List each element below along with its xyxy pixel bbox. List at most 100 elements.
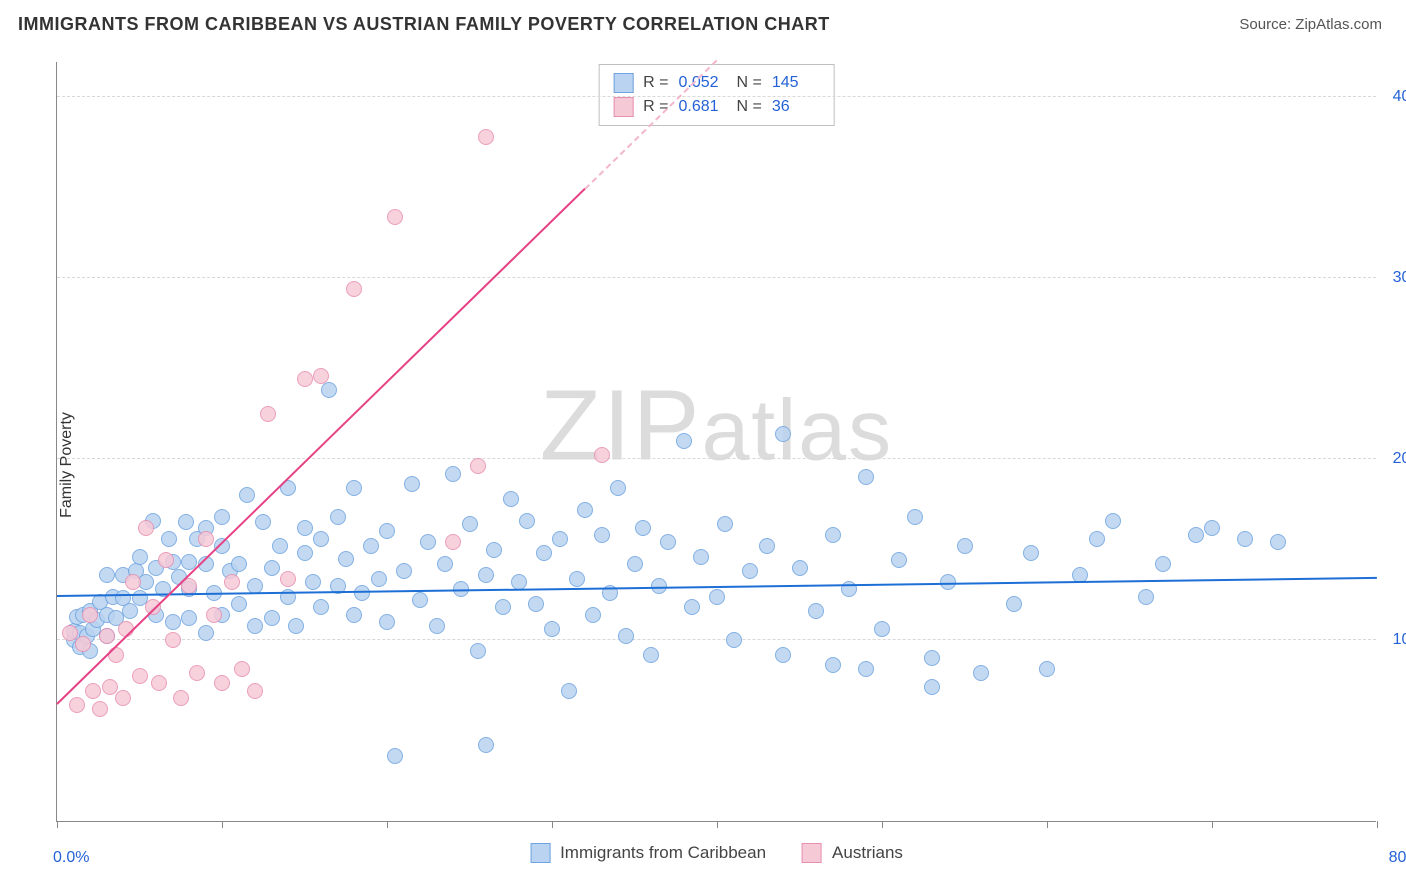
n-label-0: N =: [737, 74, 762, 92]
n-value-1: 36: [772, 98, 820, 116]
scatter-point: [858, 661, 874, 677]
stats-row-series-0: R = 0.052 N = 145: [613, 71, 820, 95]
scatter-point: [264, 560, 280, 576]
x-tick: [1212, 821, 1213, 828]
scatter-point: [247, 618, 263, 634]
scatter-point: [528, 596, 544, 612]
scatter-point: [585, 607, 601, 623]
scatter-point: [404, 476, 420, 492]
scatter-point: [280, 571, 296, 587]
scatter-point: [206, 607, 222, 623]
scatter-point: [297, 545, 313, 561]
scatter-point: [92, 701, 108, 717]
scatter-point: [379, 523, 395, 539]
scatter-point: [69, 697, 85, 713]
scatter-point: [676, 433, 692, 449]
scatter-point: [775, 426, 791, 442]
x-tick-label-min: 0.0%: [53, 849, 89, 867]
scatter-point: [379, 614, 395, 630]
scatter-point: [132, 668, 148, 684]
scatter-point: [181, 610, 197, 626]
scatter-point: [470, 643, 486, 659]
scatter-point: [297, 520, 313, 536]
scatter-point: [1188, 527, 1204, 543]
scatter-point: [1155, 556, 1171, 572]
scatter-point: [189, 665, 205, 681]
scatter-point: [445, 534, 461, 550]
scatter-point: [346, 607, 362, 623]
r-label-0: R =: [643, 74, 668, 92]
scatter-point: [660, 534, 676, 550]
scatter-point: [165, 632, 181, 648]
scatter-point: [231, 556, 247, 572]
scatter-point: [178, 514, 194, 530]
scatter-point: [684, 599, 700, 615]
scatter-point: [138, 520, 154, 536]
n-value-0: 145: [772, 74, 820, 92]
scatter-point: [75, 636, 91, 652]
gridline-h: [57, 639, 1376, 640]
chart-container: Family Poverty ZIPatlas R = 0.052 N = 14…: [18, 50, 1388, 880]
scatter-point: [158, 552, 174, 568]
scatter-point: [503, 491, 519, 507]
scatter-point: [470, 458, 486, 474]
scatter-point: [132, 549, 148, 565]
scatter-point: [825, 527, 841, 543]
scatter-point: [85, 683, 101, 699]
x-tick: [387, 821, 388, 828]
scatter-point: [478, 737, 494, 753]
scatter-point: [957, 538, 973, 554]
scatter-point: [594, 447, 610, 463]
scatter-point: [255, 514, 271, 530]
scatter-point: [321, 382, 337, 398]
scatter-point: [99, 628, 115, 644]
scatter-point: [775, 647, 791, 663]
scatter-point: [808, 603, 824, 619]
scatter-point: [151, 675, 167, 691]
n-label-1: N =: [737, 98, 762, 116]
scatter-point: [264, 610, 280, 626]
scatter-point: [363, 538, 379, 554]
scatter-point: [759, 538, 775, 554]
stats-legend: R = 0.052 N = 145 R = 0.681 N = 36: [598, 64, 835, 126]
scatter-point: [874, 621, 890, 637]
chart-source: Source: ZipAtlas.com: [1239, 16, 1382, 33]
scatter-point: [792, 560, 808, 576]
scatter-point: [519, 513, 535, 529]
scatter-point: [247, 683, 263, 699]
scatter-point: [234, 661, 250, 677]
scatter-point: [552, 531, 568, 547]
scatter-point: [161, 531, 177, 547]
watermark-suffix: atlas: [701, 383, 893, 479]
legend-item-0: Immigrants from Caribbean: [530, 843, 766, 863]
scatter-point: [313, 531, 329, 547]
scatter-point: [231, 596, 247, 612]
x-tick: [57, 821, 58, 828]
scatter-point: [858, 469, 874, 485]
scatter-point: [214, 509, 230, 525]
scatter-point: [387, 209, 403, 225]
scatter-point: [313, 599, 329, 615]
watermark: ZIPatlas: [540, 369, 893, 484]
scatter-point: [1006, 596, 1022, 612]
scatter-point: [396, 563, 412, 579]
scatter-point: [561, 683, 577, 699]
scatter-point: [726, 632, 742, 648]
legend-swatch-0: [530, 843, 550, 863]
scatter-point: [924, 679, 940, 695]
scatter-point: [1237, 531, 1253, 547]
scatter-point: [973, 665, 989, 681]
bottom-legend: Immigrants from Caribbean Austrians: [530, 843, 903, 863]
legend-label-0: Immigrants from Caribbean: [560, 843, 766, 863]
scatter-point: [478, 129, 494, 145]
x-tick: [1047, 821, 1048, 828]
scatter-point: [305, 574, 321, 590]
swatch-series-1: [613, 97, 633, 117]
y-tick-label: 10.0%: [1393, 631, 1406, 649]
gridline-h: [57, 96, 1376, 97]
scatter-point: [462, 516, 478, 532]
scatter-point: [1039, 661, 1055, 677]
scatter-point: [125, 574, 141, 590]
scatter-point: [709, 589, 725, 605]
source-prefix: Source:: [1239, 16, 1295, 33]
